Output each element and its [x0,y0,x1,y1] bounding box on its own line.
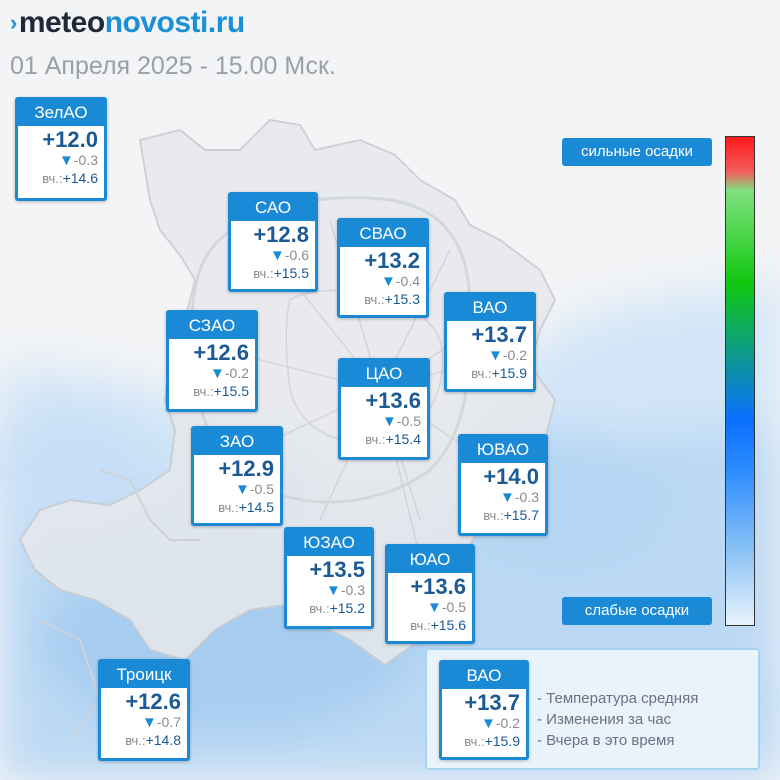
district-change: -0.5 [396,413,421,429]
district-temp: +12.8 [253,222,309,247]
down-triangle-icon: ▼ [326,582,341,599]
precip-scale-top-label: сильные осадки [562,138,712,166]
district-name: ЗАО [194,429,280,455]
district-card-cao: ЦАО +13.6 ▼-0.5 вч.:+15.4 [338,358,430,460]
yesterday-label: вч.: [410,618,431,633]
district-temp: +12.6 [125,689,181,714]
district-temp: +14.0 [483,464,539,489]
district-card-svao: СВАО +13.2 ▼-0.4 вч.:+15.3 [337,218,429,318]
district-change: -0.2 [502,347,527,363]
district-change: -0.6 [284,247,309,263]
down-triangle-icon: ▼ [59,152,74,169]
district-card-vao: ВАО +13.7 ▼-0.2 вч.:+15.9 [444,292,536,392]
district-temp: +13.5 [309,557,365,582]
yesterday-label: вч.: [309,601,330,616]
yesterday-label: вч.: [218,500,239,515]
district-yesterday: +15.9 [484,733,520,749]
district-change: -0.5 [441,599,466,615]
district-change: -0.3 [514,489,539,505]
down-triangle-icon: ▼ [382,413,397,430]
district-temp: +13.7 [464,690,520,715]
yesterday-label: вч.: [365,432,386,447]
district-card-troitsk: Троицк +12.6 ▼-0.7 вч.:+14.8 [98,659,190,761]
district-name: СВАО [340,221,426,247]
district-name: ВАО [442,663,526,689]
district-name: Троицк [101,662,187,688]
district-name: ВАО [447,295,533,321]
district-temp: +13.6 [410,574,466,599]
site-logo[interactable]: › meteo novosti.ru [10,6,245,40]
district-change: -0.4 [395,273,420,289]
yesterday-label: вч.: [483,508,504,523]
yesterday-label: вч.: [471,366,492,381]
yesterday-label: вч.: [253,266,274,281]
district-name: ЮЗАО [287,530,371,556]
legend-box: ВАО +13.7 ▼-0.2 вч.:+15.9 - Температура … [425,648,760,770]
district-card-zao: ЗАО +12.9 ▼-0.5 вч.:+14.5 [191,426,283,526]
district-yesterday: +15.9 [491,365,527,381]
district-temp: +12.6 [193,340,249,365]
logo-text-meteo: meteo [18,6,105,39]
down-triangle-icon: ▼ [142,714,157,731]
district-change: -0.2 [224,365,249,381]
district-name: ЗелАО [18,100,104,126]
district-yesterday: +15.3 [384,291,420,307]
legend-item-yesterday: - Вчера в это время [537,732,675,749]
legend-item-temp: - Температура средняя [537,690,699,707]
district-yesterday: +15.2 [329,600,365,616]
yesterday-label: вч.: [193,384,214,399]
district-yesterday: +14.8 [145,732,181,748]
district-name: ЦАО [341,361,427,387]
district-card-sao: САО +12.8 ▼-0.6 вч.:+15.5 [228,192,318,292]
down-triangle-icon: ▼ [427,599,442,616]
district-change: -0.3 [73,152,98,168]
down-triangle-icon: ▼ [235,481,250,498]
district-yesterday: +14.6 [62,170,98,186]
yesterday-label: вч.: [42,171,63,186]
logo-text-novosti: novosti.ru [104,6,246,39]
down-triangle-icon: ▼ [481,715,496,732]
district-card-yuao: ЮАО +13.6 ▼-0.5 вч.:+15.6 [385,544,475,644]
page-subtitle: 01 Апреля 2025 - 15.00 Мск. [10,52,336,80]
down-triangle-icon: ▼ [210,365,225,382]
district-change: -0.5 [249,481,274,497]
district-temp: +12.9 [218,456,274,481]
district-card-yuzao: ЮЗАО +13.5 ▼-0.3 вч.:+15.2 [284,527,374,629]
down-triangle-icon: ▼ [500,489,515,506]
district-temp: +13.7 [471,322,527,347]
district-yesterday: +14.5 [238,499,274,515]
district-name: ЮВАО [461,437,545,463]
precip-color-scale [725,136,755,626]
district-temp: +13.6 [365,388,421,413]
yesterday-label: вч.: [125,733,146,748]
district-temp: +13.2 [364,248,420,273]
district-yesterday: +15.4 [385,431,421,447]
district-name: ЮАО [388,547,472,573]
district-name: СЗАО [169,313,255,339]
district-change: -0.7 [156,714,181,730]
district-yesterday: +15.6 [430,617,466,633]
yesterday-label: вч.: [464,734,485,749]
down-triangle-icon: ▼ [488,347,503,364]
district-name: САО [231,195,315,221]
precip-scale-bottom-label: слабые осадки [562,597,712,625]
district-card-szao: СЗАО +12.6 ▼-0.2 вч.:+15.5 [166,310,258,412]
district-card-yuvao: ЮВАО +14.0 ▼-0.3 вч.:+15.7 [458,434,548,536]
legend-sample-card: ВАО +13.7 ▼-0.2 вч.:+15.9 [439,660,529,760]
logo-chevron-icon: › [10,10,17,35]
district-card-zelao: ЗелАО +12.0 ▼-0.3 вч.:+14.6 [15,97,107,201]
district-yesterday: +15.5 [273,265,309,281]
district-yesterday: +15.5 [213,383,249,399]
district-change: -0.3 [340,582,365,598]
yesterday-label: вч.: [364,292,385,307]
down-triangle-icon: ▼ [270,247,285,264]
legend-list: - Температура средняя - Изменения за час… [537,688,698,751]
district-change: -0.2 [495,715,520,731]
legend-item-change: - Изменения за час [537,711,672,728]
district-yesterday: +15.7 [503,507,539,523]
down-triangle-icon: ▼ [381,273,396,290]
district-temp: +12.0 [42,127,98,152]
